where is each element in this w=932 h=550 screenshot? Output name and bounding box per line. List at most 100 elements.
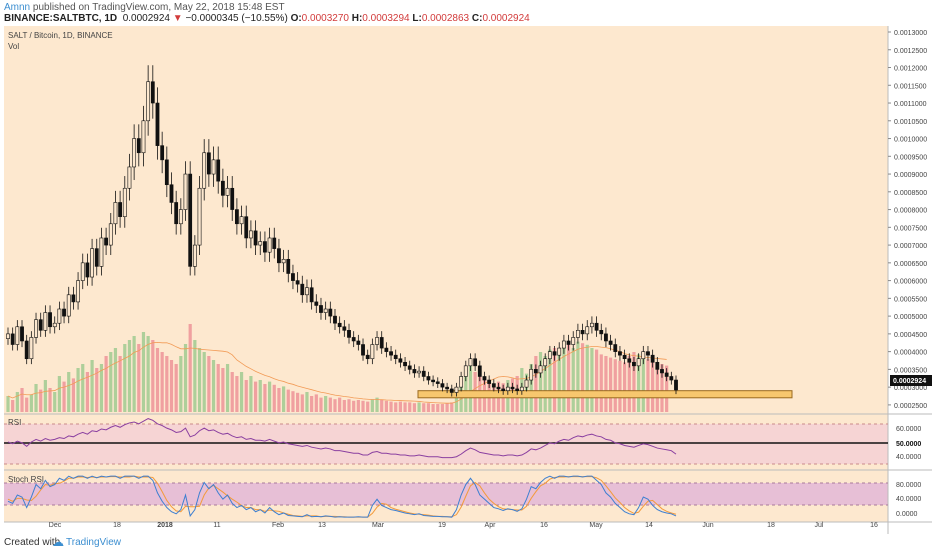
volume-bar [118, 356, 122, 412]
tradingview-brand[interactable]: TradingView [66, 537, 122, 548]
volume-bar [445, 403, 449, 412]
price-tick-label: 0.0012000 [894, 66, 927, 73]
candle-body [641, 351, 646, 360]
candle-body [192, 244, 197, 267]
volume-bar [132, 336, 136, 412]
published-text: published on TradingView.com, May 22, 20… [32, 2, 285, 13]
stoch-title: Stoch RSI [8, 475, 44, 484]
volume-bar [123, 344, 127, 412]
volume-bar [552, 348, 557, 412]
volume-bar [20, 388, 24, 412]
time-axis: Dec 18 2018 11 Feb 13 Mar 19 Apr 16 May 14 Jun 18 Jul 1… [49, 522, 878, 529]
candle-body [552, 351, 557, 356]
price-tick-label: 0.0010000 [894, 137, 927, 144]
candle-body [52, 322, 57, 328]
price-tick-label: 0.0006000 [894, 279, 927, 286]
candle-body [80, 262, 85, 281]
candle-body [655, 361, 660, 370]
volume-bar [155, 348, 160, 412]
candle-body [580, 330, 585, 335]
candle-body [328, 308, 333, 317]
candle-body [501, 388, 506, 391]
candle-body [155, 102, 160, 146]
footer: Created with ☁ TradingView [0, 534, 932, 550]
volume-bar [342, 400, 346, 412]
volume-bar [71, 378, 75, 412]
publish-line: Amnn published on TradingView.com, May 2… [4, 2, 285, 14]
candle-body [393, 354, 398, 360]
candle-body [375, 337, 379, 345]
volume-bar [67, 372, 71, 412]
volume-bar [408, 402, 412, 412]
candle-body [230, 187, 235, 210]
rsi-series-line [7, 418, 677, 459]
volume-bar [193, 340, 197, 412]
volume-bar [62, 381, 66, 412]
volume-bar [548, 349, 552, 412]
time-tick-label: 2018 [157, 522, 173, 529]
candle-body [454, 386, 459, 393]
price-tick-label: 0.0007500 [894, 225, 927, 232]
volume-bar [160, 352, 164, 412]
candle-body [482, 376, 487, 381]
volume-bar [333, 399, 337, 412]
volume-bar [57, 376, 61, 412]
candle-body [477, 365, 482, 377]
candle-body [216, 159, 221, 182]
volume-bar [384, 400, 388, 412]
volume-bar [310, 396, 314, 412]
candle-body [71, 294, 76, 303]
volume-bar [361, 400, 365, 412]
chart-canvas[interactable]: 0.0013000 0.0012500 0.0012000 0.0011500 0.00… [0, 26, 932, 534]
candle-body [141, 120, 146, 154]
low-label: L: [412, 13, 422, 24]
open-value: 0.0003270 [301, 13, 349, 24]
rsi-tick-60: 60.0000 [896, 426, 921, 433]
candle-body [314, 301, 319, 306]
volume-bar [352, 400, 356, 412]
candle-body [99, 237, 104, 267]
volume-bar [375, 397, 379, 412]
created-with-text: Created with [4, 537, 61, 548]
volume-bar [277, 388, 281, 412]
price-tick-label: 0.0013000 [894, 30, 927, 37]
price-tick-label: 0.0008500 [894, 190, 927, 197]
volume-bar [566, 344, 571, 412]
author-link[interactable]: Amnn [4, 2, 31, 13]
candle-body [169, 184, 174, 203]
volume-bar [95, 368, 99, 412]
candle-body [342, 326, 347, 331]
volume-bar [665, 365, 669, 412]
volume-bar [618, 360, 622, 412]
candle-body [604, 333, 608, 342]
main-pane-title: SALT / Bitcoin, 1D, BINANCE [8, 31, 113, 40]
candle-body [384, 347, 389, 352]
candle-body [389, 351, 393, 356]
volume-bar [529, 364, 533, 412]
chart-header: Amnn published on TradingView.com, May 2… [0, 0, 932, 26]
candle-body [664, 372, 669, 377]
volume-bar [604, 356, 608, 412]
candle-body [599, 330, 604, 335]
price-tick-label: 0.0007000 [894, 243, 927, 250]
volume-bar [263, 384, 267, 412]
candle-body [608, 340, 613, 345]
volume-bar [137, 344, 141, 412]
candle-body [43, 312, 48, 331]
candle-body [136, 138, 141, 154]
candle-body [547, 351, 552, 360]
volume-bar [576, 341, 580, 412]
candle-body [487, 379, 492, 384]
candle-body [239, 216, 244, 225]
price-label: 0.0002924 [893, 378, 926, 385]
candles [6, 65, 678, 397]
candle-body [449, 388, 454, 393]
volume-bar [183, 344, 188, 412]
volume-bar [104, 356, 108, 412]
volume-bar [389, 401, 393, 412]
ohlc-line: BINANCE:SALTBTC, 1D 0.0002924 ▼ −0.00003… [4, 13, 530, 25]
rsi-level-box [890, 438, 932, 448]
price-tick-label: 0.0003000 [894, 385, 927, 392]
candle-body [370, 344, 375, 360]
price-tick-label: 0.0006500 [894, 261, 927, 268]
